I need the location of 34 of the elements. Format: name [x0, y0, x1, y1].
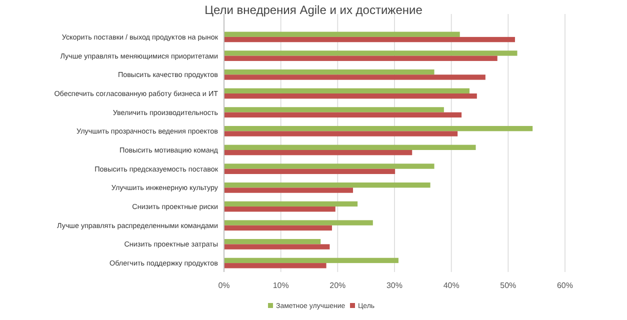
bar: [224, 201, 358, 207]
x-tick-label: 30%: [386, 281, 403, 290]
bar: [224, 107, 444, 112]
bar: [224, 168, 396, 174]
bar: [224, 144, 476, 150]
bar: [224, 36, 515, 42]
bar: [224, 225, 332, 231]
x-tick-label: 0%: [218, 281, 230, 290]
bar: [224, 164, 434, 169]
bar: [224, 220, 373, 226]
bar: [224, 188, 354, 193]
bar: [224, 131, 458, 136]
bar: [224, 206, 336, 212]
bar: [224, 263, 326, 268]
x-tick-label: 60%: [556, 281, 574, 290]
bar: [224, 150, 412, 156]
x-tick-label: 10%: [272, 281, 289, 290]
bar: [224, 50, 518, 56]
bar: [224, 69, 434, 75]
bar: [224, 74, 486, 80]
bar: [224, 112, 462, 118]
chart-title: Цели внедрения Agile и их достижение: [204, 3, 423, 17]
bar: [224, 126, 533, 132]
bar: [224, 93, 477, 99]
bar: [224, 32, 460, 37]
bar: [224, 244, 330, 250]
x-tick-label: 50%: [500, 281, 516, 290]
bar: [224, 182, 430, 188]
x-tick-label: 40%: [443, 281, 460, 290]
bar: [224, 239, 321, 244]
bar: [224, 56, 498, 61]
bar: [224, 88, 470, 94]
x-tick-label: 20%: [330, 281, 346, 290]
bar: [224, 258, 398, 264]
